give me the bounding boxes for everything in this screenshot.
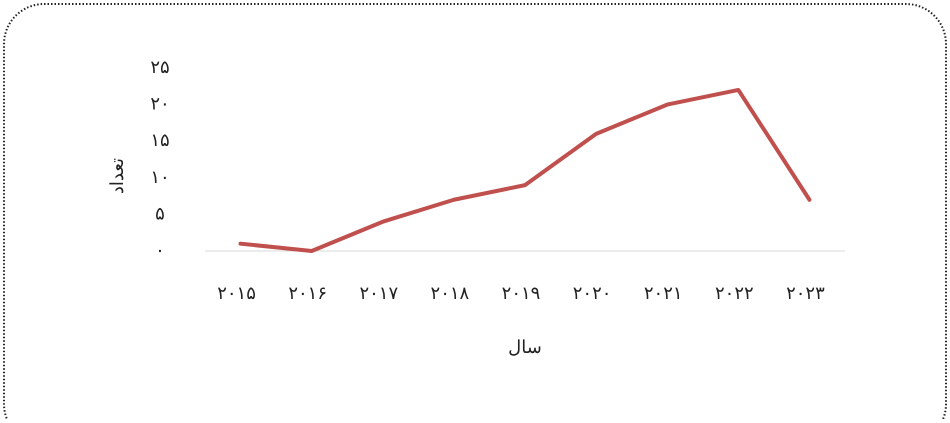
x-tick-label: ۲۰۲۰: [573, 283, 612, 304]
y-tick-label: ۲۰: [150, 94, 169, 115]
frame: [3, 3, 947, 423]
x-tick-label: ۲۰۲۲: [715, 283, 754, 304]
y-axis-title: تعداد: [107, 158, 128, 194]
x-tick-label: ۲۰۲۱: [644, 283, 683, 304]
x-tick-label: ۲۰۱۸: [431, 283, 470, 304]
x-tick-label: ۲۰۱۷: [359, 283, 398, 304]
x-tick-label: ۲۰۲۳: [786, 283, 825, 304]
y-tick-label: ۰: [155, 240, 165, 261]
y-tick-label: ۱۰: [150, 167, 169, 188]
x-axis-title: سال: [508, 337, 542, 358]
y-tick-label: ۲۵: [150, 57, 169, 78]
y-tick-label: ۵: [155, 203, 165, 224]
x-tick-label: ۲۰۱۶: [288, 283, 327, 304]
y-tick-label: ۱۵: [150, 130, 169, 151]
x-tick-label: ۲۰۱۹: [502, 283, 541, 304]
x-tick-label: ۲۰۱۵: [217, 283, 256, 304]
data-line: [238, 87, 812, 253]
